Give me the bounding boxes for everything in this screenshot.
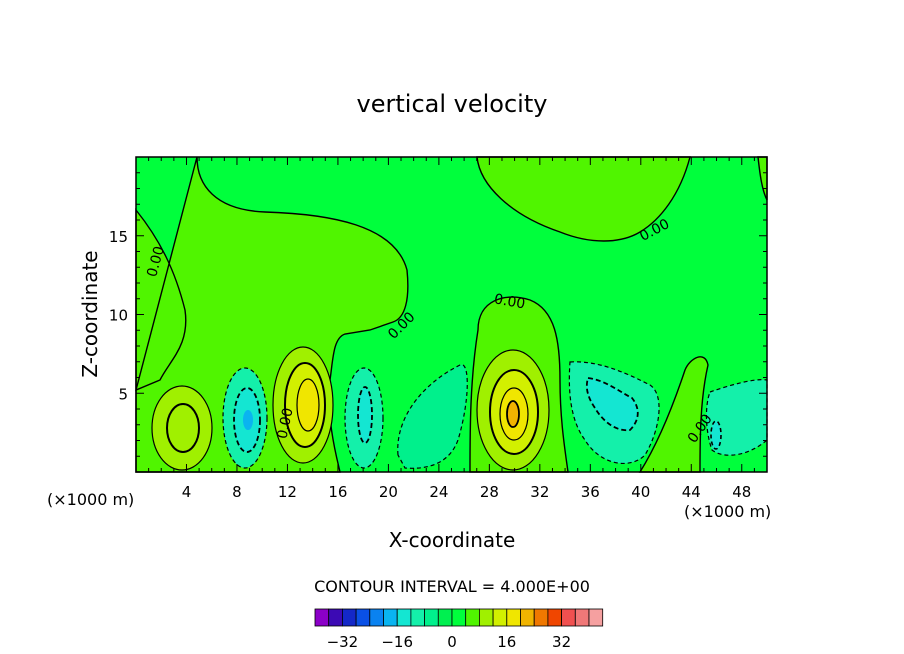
- colorbar-swatch: [520, 608, 535, 627]
- cell-4-level-neg8: [357, 386, 373, 444]
- y-axis: 5 10 15: [109, 172, 767, 457]
- x-axis-label: X-coordinate: [389, 528, 516, 552]
- colorbar-swatch: [355, 608, 371, 627]
- colorbar: −32 −16 0 16 32: [314, 608, 604, 651]
- colorbar-tick-label: −16: [381, 633, 413, 651]
- colorbar-tick-label: 32: [552, 633, 571, 651]
- x-tick-label: 48: [732, 483, 751, 501]
- contour-label: 0.00: [144, 245, 168, 279]
- y-axis-label: Z-coordinate: [78, 250, 102, 377]
- plot-area: 0.00 0.00 0.00 0.00 0.00 0.00: [134, 156, 768, 473]
- colorbar-swatch: [424, 608, 439, 627]
- cell-7-level-neg8: [585, 377, 639, 432]
- y-tick-label: 15: [109, 228, 128, 246]
- x-tick-label: 44: [682, 483, 701, 501]
- cell-1-level-8: [166, 403, 200, 453]
- x-tick-label: 28: [480, 483, 499, 501]
- cell-5-level-neg4: [397, 364, 468, 469]
- colorbar-swatch: [561, 608, 576, 627]
- contour-label: 0.00: [274, 406, 296, 440]
- colorbar-swatch: [314, 608, 330, 627]
- x-tick-label: 20: [379, 483, 398, 501]
- contour-label: 0.00: [493, 291, 526, 312]
- colorbar-swatch: [574, 608, 590, 627]
- field-region-top-right: [476, 156, 691, 242]
- chart-title: vertical velocity: [357, 90, 548, 118]
- contour-interval-text: CONTOUR INTERVAL = 4.000E+00: [314, 577, 590, 596]
- colorbar-tick-label: 0: [447, 633, 457, 651]
- colorbar-swatch: [341, 608, 357, 627]
- colorbar-swatch: [547, 608, 563, 627]
- colorbar-swatch: [478, 608, 494, 627]
- colorbar-swatch: [588, 608, 604, 627]
- colorbar-swatch: [451, 608, 467, 627]
- x-tick-label: 24: [429, 483, 448, 501]
- colorbar-swatch: [437, 608, 453, 627]
- colorbar-swatch: [328, 608, 343, 627]
- colorbar-swatch: [396, 608, 412, 627]
- x-axis: 4 8 12 16 20 24 28 32 36 40 44 48: [135, 157, 768, 501]
- colorbar-swatch: [383, 608, 398, 627]
- field-region-right-low: [638, 356, 709, 473]
- y-tick-label: 5: [118, 385, 128, 403]
- x-tick-label: 8: [232, 483, 242, 501]
- cell-2-level-neg12: [243, 410, 253, 430]
- cell-6-level-20: [506, 400, 520, 428]
- x-unit-right: (×1000 m): [684, 502, 771, 521]
- cell-8-level-neg8: [710, 420, 722, 450]
- colorbar-swatch: [506, 608, 521, 627]
- colorbar-tick-label: −32: [327, 633, 359, 651]
- colorbar-tick-label: 16: [497, 633, 516, 651]
- colorbar-swatch: [410, 608, 425, 627]
- y-tick-label: 10: [109, 307, 128, 325]
- x-tick-label: 32: [530, 483, 549, 501]
- colorbar-swatch: [369, 608, 384, 627]
- colorbar-swatch: [492, 608, 508, 627]
- colorbar-swatch: [533, 608, 549, 627]
- x-tick-label: 4: [182, 483, 192, 501]
- x-tick-label: 36: [581, 483, 600, 501]
- field-region-top-left: [134, 156, 409, 473]
- cell-3-level-16: [296, 378, 320, 432]
- x-unit-left: (×1000 m): [47, 490, 134, 509]
- x-tick-label: 16: [328, 483, 347, 501]
- x-tick-label: 12: [278, 483, 297, 501]
- colorbar-swatch: [465, 608, 480, 627]
- x-tick-label: 40: [631, 483, 650, 501]
